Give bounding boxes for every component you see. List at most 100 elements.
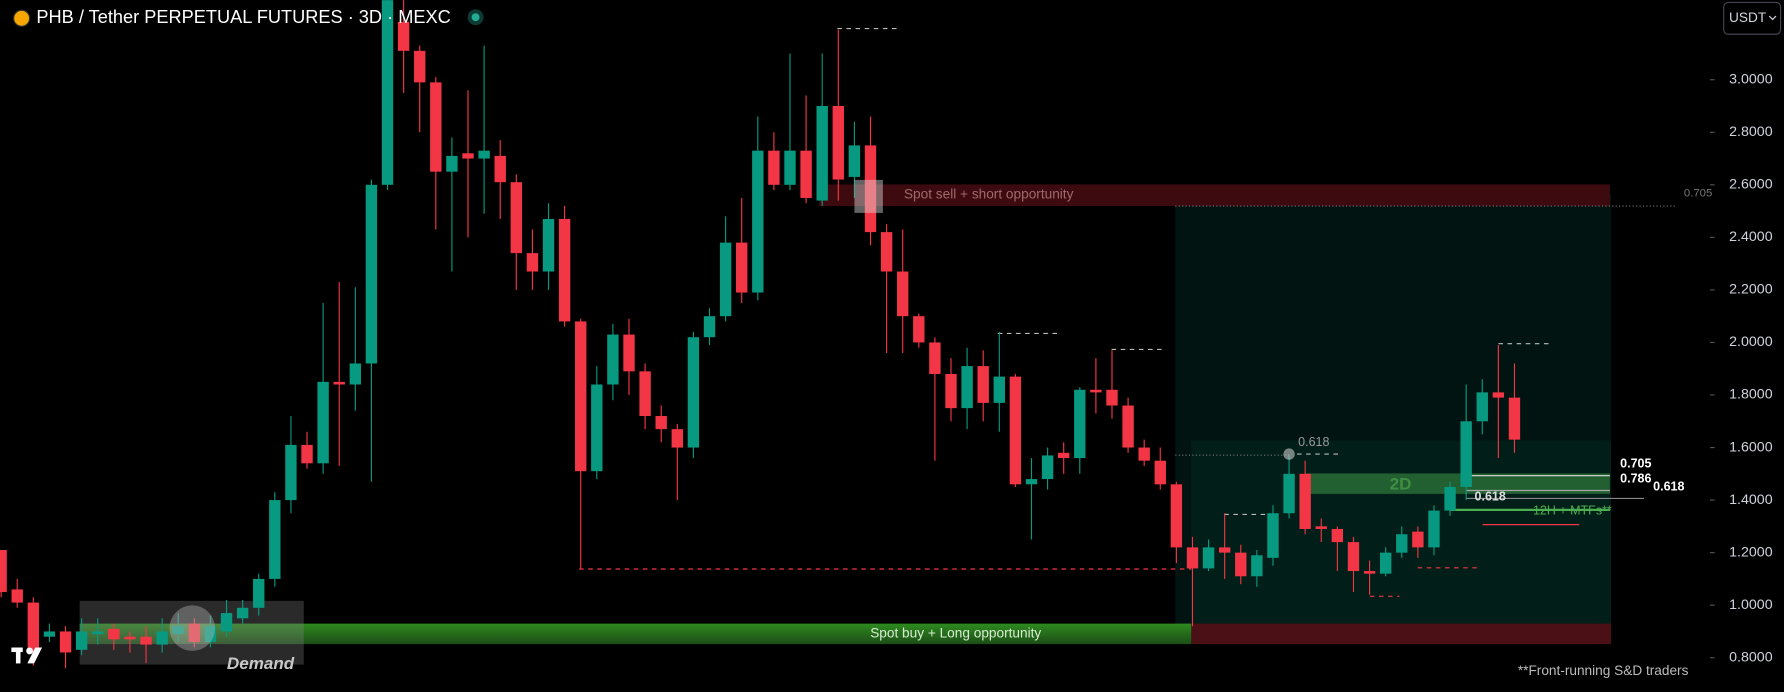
candle-body	[864, 145, 877, 233]
candle-body	[848, 145, 861, 177]
candle-body	[1428, 510, 1440, 548]
candle-body	[929, 342, 941, 374]
candle-body	[365, 184, 378, 364]
candle-body	[1283, 473, 1295, 514]
currency-label[interactable]: USDT	[1729, 10, 1767, 25]
candle-body	[1057, 452, 1070, 459]
y-tick-label: 1.8000	[1729, 387, 1773, 403]
highlight-square	[854, 179, 883, 213]
candle-body	[156, 631, 168, 645]
candle-body	[1106, 389, 1118, 406]
candle-body	[558, 218, 571, 322]
candle-body	[1138, 447, 1150, 461]
supply-zone	[819, 184, 1610, 207]
candle-body	[1202, 547, 1215, 569]
candle-body	[1218, 547, 1231, 553]
highlight-dot	[1283, 448, 1295, 460]
annotation: Spot buy + Long opportunity	[870, 625, 1041, 640]
candle-body	[1025, 479, 1038, 485]
dropdown-arrow	[1768, 15, 1777, 21]
annotation: **Front-running S&D traders	[1518, 663, 1689, 678]
candle-body	[800, 150, 812, 198]
candle-body	[462, 153, 474, 159]
candle-body	[317, 381, 329, 464]
candle-body	[1363, 571, 1376, 574]
candle-body	[784, 150, 796, 185]
y-tick-label: 2.4000	[1729, 229, 1773, 245]
candle-body	[124, 636, 136, 640]
fib-label: 0.705	[1684, 188, 1712, 200]
candle-body	[59, 631, 72, 653]
candle-body	[381, 0, 394, 185]
fib-label: 0.786	[1620, 471, 1651, 485]
chart-title: PHB / Tether PERPETUAL FUTURES · 3D · ME…	[36, 7, 450, 27]
logo-part	[26, 647, 33, 655]
y-tick-label: 1.0000	[1729, 597, 1773, 613]
candle-body	[1347, 542, 1360, 572]
y-tick-label: 2.2000	[1729, 282, 1773, 298]
candle-body	[478, 150, 490, 159]
candle-body	[1492, 392, 1505, 398]
candle-body	[11, 589, 23, 603]
candle-body	[43, 631, 56, 637]
candle-body	[945, 373, 957, 409]
candle-body	[575, 321, 587, 472]
candle-body	[494, 155, 506, 183]
candle-body	[623, 334, 635, 372]
fib-label: 0.618	[1475, 490, 1506, 504]
candle-body	[1009, 376, 1022, 485]
candle-body	[655, 416, 667, 430]
annotation: 12H + MTFs**	[1533, 503, 1612, 517]
candle-body	[1251, 555, 1263, 577]
candle-body	[446, 155, 458, 172]
candle-body	[977, 366, 989, 403]
annotation: Spot sell + short opportunity	[904, 186, 1074, 201]
candle-body	[1074, 389, 1086, 459]
candle-body	[333, 381, 345, 385]
candle-body	[1170, 484, 1183, 548]
candle-body	[140, 636, 152, 645]
candle-body	[349, 363, 362, 385]
zones	[79, 184, 1612, 665]
candle-body	[832, 106, 844, 180]
candle-body	[1267, 513, 1279, 558]
candle-body	[1041, 455, 1054, 480]
candle-body	[687, 337, 700, 448]
demand-zone	[79, 623, 1192, 645]
y-tick-label: 0.8000	[1729, 649, 1773, 665]
candle-body	[414, 50, 426, 83]
candle-body	[92, 631, 104, 635]
y-tick-label: 3.0000	[1729, 71, 1773, 87]
candle-body	[204, 626, 217, 642]
y-tick-label: 2.6000	[1729, 177, 1773, 193]
candle-body	[719, 242, 732, 317]
candle-body	[269, 500, 281, 579]
candle-body	[430, 82, 442, 172]
overlays	[169, 179, 1295, 651]
symbol-logo	[13, 9, 31, 27]
candle-body	[880, 232, 893, 272]
candles	[0, 0, 1521, 669]
annotation: Demand	[227, 654, 295, 673]
candle-body	[1186, 547, 1199, 569]
header: PHB / Tether PERPETUAL FUTURES · 3D · ME…	[13, 1, 1782, 35]
candle-body	[897, 271, 909, 317]
candle-body	[27, 602, 40, 653]
y-tick-label: 2.0000	[1729, 334, 1773, 350]
price-axis: 0.8000 1.0000 1.2000 1.4000 1.6000 1.8000 2.00…	[1710, 71, 1773, 665]
y-tick-label: 1.4000	[1729, 492, 1773, 508]
candle-body	[1299, 473, 1311, 529]
y-tick-label: 2.8000	[1729, 124, 1773, 140]
currency-button[interactable]	[1723, 1, 1782, 35]
candle-body	[913, 316, 925, 343]
candle-body	[1235, 552, 1247, 577]
candle-body	[1444, 486, 1456, 511]
y-tick-label: 1.6000	[1729, 439, 1773, 455]
candle-body	[75, 631, 88, 650]
candle-body	[397, 21, 410, 51]
candle-body	[301, 444, 313, 464]
status-dot	[471, 13, 480, 22]
candle-body	[285, 444, 297, 501]
